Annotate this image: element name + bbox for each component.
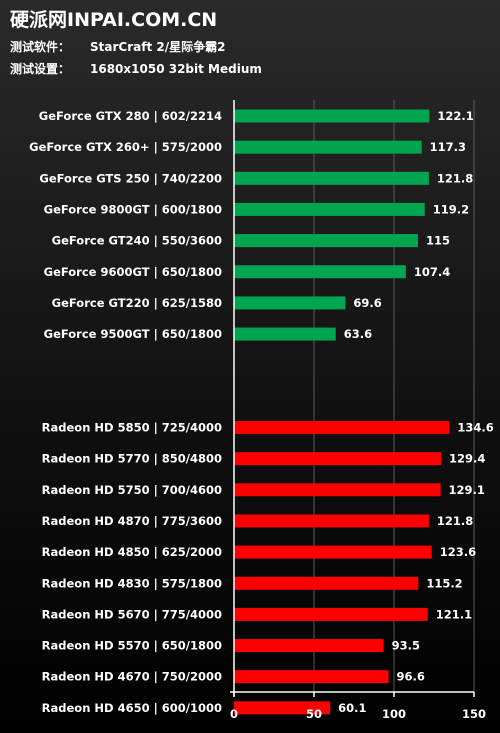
- bar: [234, 452, 442, 466]
- bar: [234, 202, 425, 216]
- category-label: GeForce GTS 250 | 740/2200: [39, 171, 222, 185]
- category-label: Radeon HD 4870 | 775/3600: [42, 514, 222, 528]
- category-label: Radeon HD 4830 | 575/1800: [42, 576, 222, 590]
- bar: [234, 639, 384, 653]
- bar: [234, 421, 450, 434]
- category-label: GeForce 9600GT | 650/1800: [44, 265, 222, 279]
- data-label: 107.4: [414, 265, 450, 279]
- category-label: GeForce 9500GT | 650/1800: [44, 327, 222, 341]
- category-label: GeForce GT240 | 550/3600: [52, 234, 222, 248]
- category-label: Radeon HD 5750 | 700/4600: [42, 483, 222, 497]
- bar: [234, 670, 389, 684]
- category-label: GeForce GTX 260+ | 575/2000: [29, 140, 222, 154]
- x-tick-label: 100: [382, 707, 406, 721]
- bar: [234, 545, 432, 559]
- data-label: 96.6: [397, 670, 425, 684]
- x-tick-label: 50: [306, 707, 322, 721]
- data-label: 69.6: [353, 296, 381, 310]
- test-software-line: 测试软件： StarCraft 2/星际争霸2: [10, 36, 262, 58]
- test-settings-line: 测试设置： 1680x1050 32bit Medium: [10, 58, 262, 80]
- test-software-value: StarCraft 2/星际争霸2: [90, 40, 226, 54]
- bar: [234, 296, 346, 310]
- data-label: 119.2: [433, 202, 469, 216]
- bar: [234, 327, 336, 341]
- data-label: 117.3: [430, 140, 466, 154]
- brand-title: 硬派网INPAI.COM.CN: [10, 9, 218, 31]
- data-label: 63.6: [344, 327, 372, 341]
- category-label: Radeon HD 4850 | 625/2000: [42, 545, 222, 559]
- data-label: 123.6: [440, 545, 476, 559]
- test-settings-value: 1680x1050 32bit Medium: [90, 62, 262, 76]
- category-label: Radeon HD 5670 | 775/4000: [42, 607, 222, 621]
- bar: [234, 109, 430, 123]
- data-label: 93.5: [392, 639, 420, 653]
- bar: [234, 265, 406, 279]
- category-label: GeForce 9800GT | 600/1800: [44, 202, 222, 216]
- bar: [234, 607, 428, 621]
- data-label: 121.8: [437, 171, 473, 185]
- data-label: 60.1: [338, 701, 366, 715]
- data-label: 134.6: [457, 421, 493, 435]
- bar: [234, 234, 418, 248]
- x-tick-label: 0: [230, 707, 238, 721]
- category-label: Radeon HD 5850 | 725/4000: [42, 421, 222, 435]
- category-label: GeForce GT220 | 625/1580: [52, 296, 222, 310]
- chart-header: 硬派网INPAI.COM.CN 测试软件： StarCraft 2/星际争霸2 测…: [10, 4, 262, 80]
- test-settings-label: 测试设置：: [10, 62, 71, 76]
- data-label: 129.1: [449, 483, 485, 497]
- category-label: Radeon HD 5570 | 650/1800: [42, 639, 222, 653]
- category-label: Radeon HD 4670 | 750/2000: [42, 670, 222, 684]
- test-software-label: 测试软件：: [10, 40, 71, 54]
- category-label: GeForce GTX 280 | 602/2214: [39, 109, 222, 123]
- bar: [234, 483, 441, 497]
- data-label: 121.8: [437, 514, 473, 528]
- bar: [234, 514, 429, 528]
- data-label: 115.2: [426, 576, 462, 590]
- category-label: Radeon HD 4650 | 600/1000: [42, 701, 222, 715]
- data-label: 121.1: [436, 607, 472, 621]
- data-label: 122.1: [437, 109, 473, 123]
- bar: [234, 140, 422, 154]
- bar: [234, 701, 331, 715]
- bar: [234, 576, 419, 590]
- bar: [234, 171, 429, 185]
- x-tick-label: 150: [462, 707, 486, 721]
- category-label: Radeon HD 5770 | 850/4800: [42, 452, 222, 466]
- data-label: 115: [426, 234, 450, 248]
- data-label: 129.4: [449, 452, 485, 466]
